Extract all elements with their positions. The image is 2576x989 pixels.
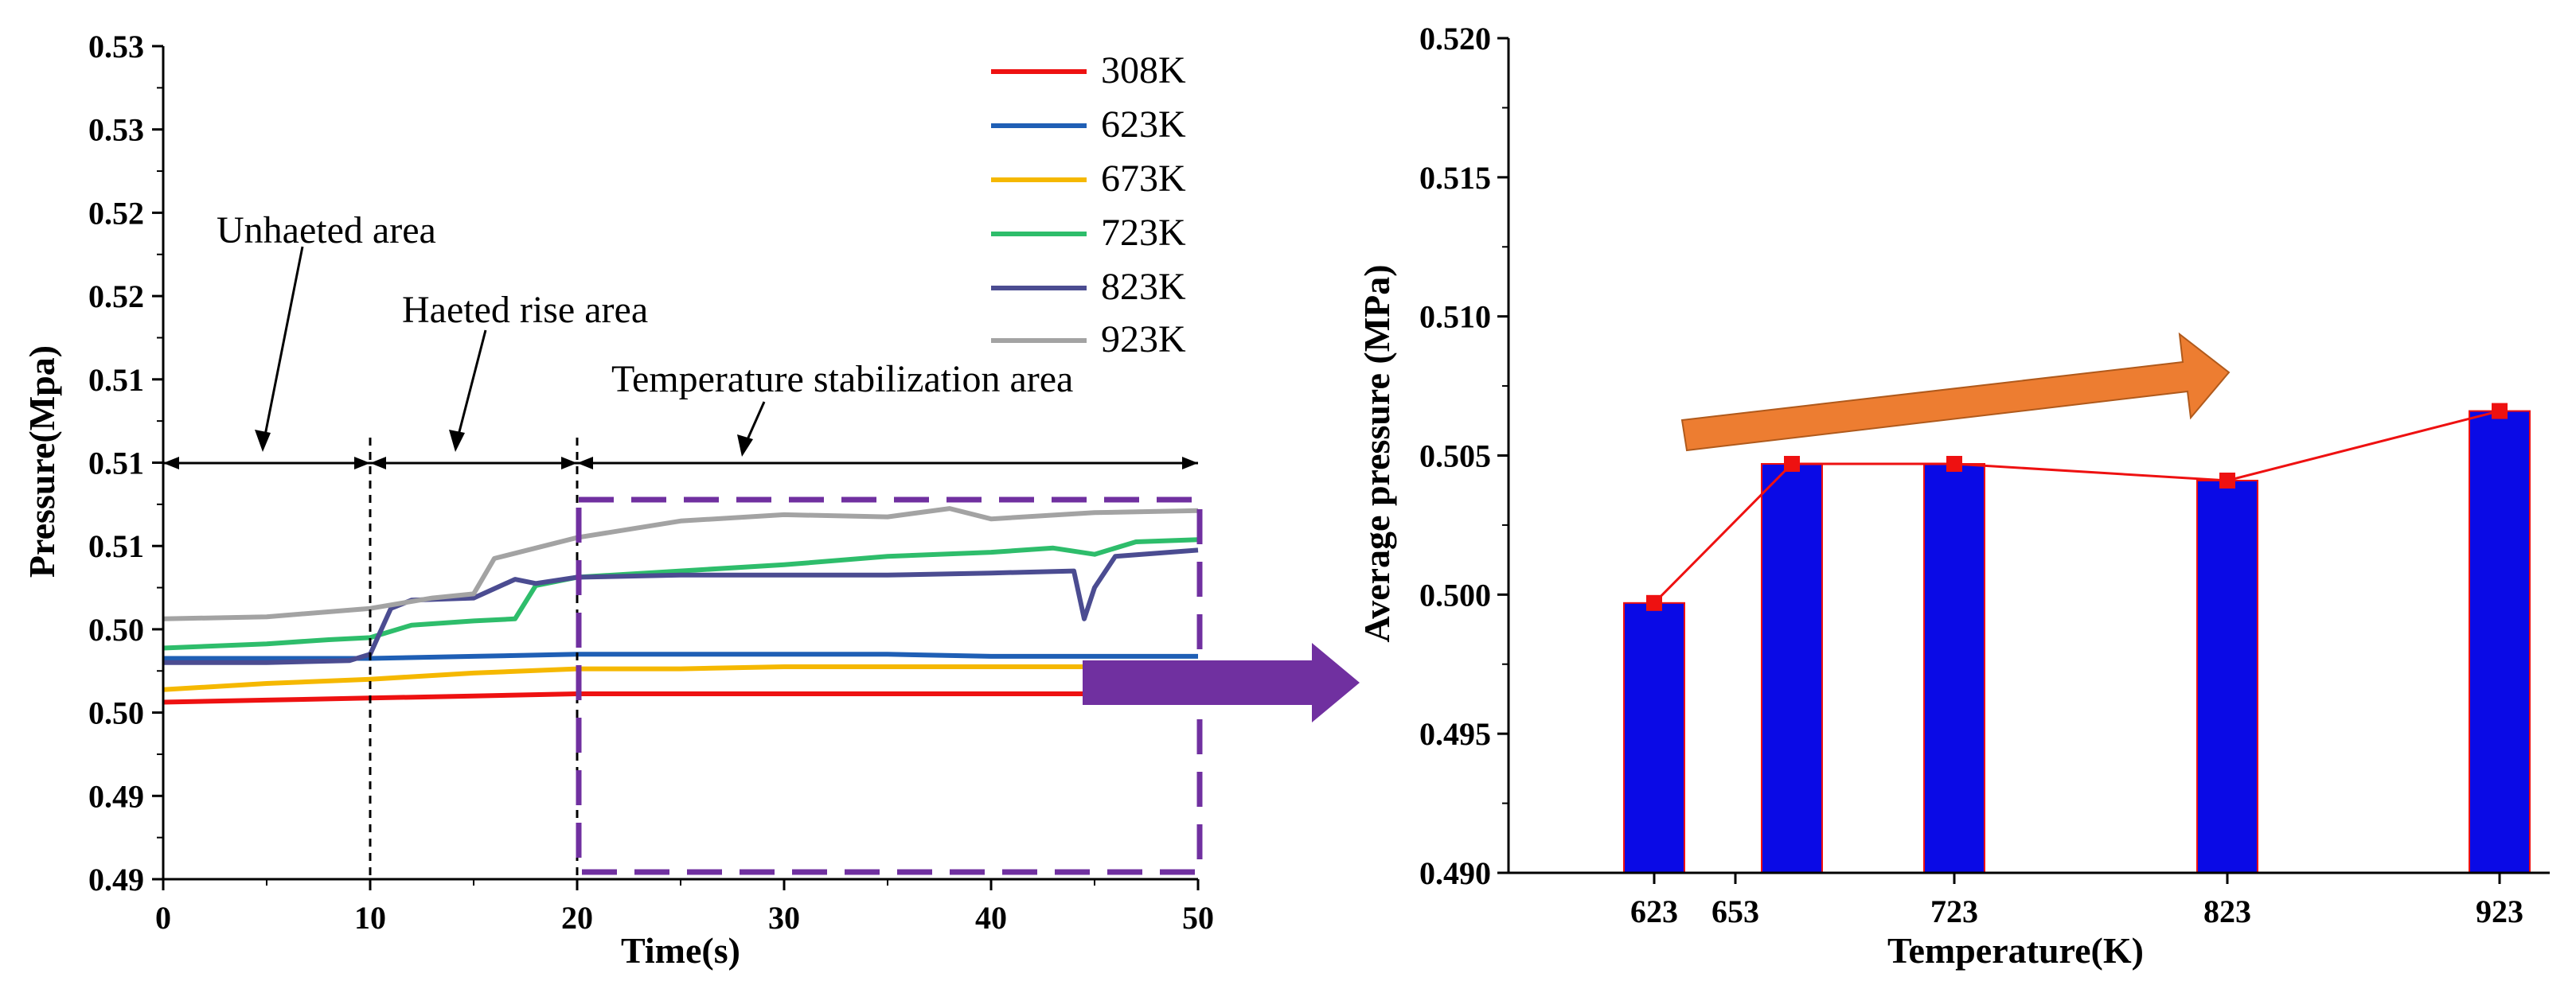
arrowhead-left-b [370,457,386,469]
right-y-tick-label: 0.520 [1419,21,1491,56]
left-x-axis-label: Time(s) [621,930,740,971]
pointer-unheated [261,246,304,448]
annotation-stable: Temperature stabilization area [611,358,1073,400]
left-x-tick-label: 0 [155,900,171,936]
bar-823 [2196,479,2258,874]
left-x-tick-label: 10 [354,900,386,936]
left-x-tick-label: 20 [561,900,593,936]
legend-label-673K: 673K [1101,158,1186,200]
left-y-tick-label: 0.51 [88,528,144,564]
right-x-tick-label: 923 [2476,894,2523,929]
bar-673 [1761,462,1823,874]
pointer-rise-head [449,430,465,452]
series-line-308K [162,691,1198,705]
right-y-ticks: 0.490 0.495 0.500 0.505 0.510 0.515 0.520 [1419,21,1509,891]
right-y-tick-label: 0.500 [1419,577,1491,613]
annotation-unheated: Unhaeted area [217,209,436,251]
left-y-tick-label: 0.50 [88,612,144,648]
right-x-tick-label: 723 [1930,894,1978,929]
left-y-tick-label: 0.53 [88,29,144,64]
series-line-823K [163,547,1199,665]
right-y-tick-label: 0.510 [1419,299,1491,335]
bar-923 [2469,410,2531,874]
arrowhead-right-b [561,457,577,469]
transition-arrow [1083,643,1360,722]
right-x-tick-label: 623 [1630,894,1678,929]
right-x-axis-label: Temperature(K) [1887,930,2144,971]
right-y-axis-label: Average pressure (MPa) [1356,264,1397,642]
annotation-rise: Haeted rise area [402,289,648,331]
left-x-tick-label: 50 [1182,900,1214,936]
trend-arrow [1680,332,2231,452]
right-x-tick-label: 823 [2203,894,2251,929]
legend-label-923K: 923K [1101,318,1186,360]
left-y-ticks: 0.49 0.49 0.50 0.50 0.51 0.51 0.51 0.52 0.52 0.53… [88,29,163,897]
arrowhead-right-a [354,457,370,469]
legend-label-723K: 723K [1101,212,1186,254]
average-marker-623 [1646,594,1662,611]
left-y-tick-label: 0.49 [88,862,144,897]
arrowhead-right-c [1182,457,1198,469]
average-marker-723 [1946,455,1962,472]
left-y-tick-label: 0.53 [88,112,144,148]
legend-label-308K: 308K [1101,49,1186,92]
arrowhead-left-a [163,457,179,469]
right-y-tick-label: 0.495 [1419,716,1491,752]
right-y-tick-label: 0.490 [1419,855,1491,891]
arrowhead-left-c [577,457,593,469]
line-chart: Unhaeted area Haeted rise area Temperatu… [21,29,1214,971]
series-line-673K [162,664,1198,692]
left-y-tick-label: 0.50 [88,695,144,731]
right-y-tick-label: 0.505 [1419,438,1491,474]
series-line-923K [162,506,1199,621]
right-y-tick-label: 0.515 [1419,160,1491,196]
legend: 308K 623K 673K 723K 823K 923K [991,49,1186,360]
left-x-ticks: 0 10 20 30 40 50 [155,879,1214,936]
average-marker-923 [2492,403,2508,419]
right-x-ticks: 623 653 723 823 923 [1630,873,2523,929]
pointer-unheated-head [255,430,271,452]
left-series-group [162,506,1199,705]
average-marker-673 [1784,455,1800,472]
left-y-tick-label: 0.49 [88,778,144,814]
left-x-tick-label: 40 [975,900,1007,936]
legend-label-623K: 623K [1101,103,1186,146]
average-marker-823 [2219,472,2235,489]
left-y-tick-label: 0.51 [88,446,144,481]
series-line-723K [162,537,1199,651]
left-y-tick-label: 0.52 [88,278,144,314]
pointer-stable-head [737,434,753,457]
bar-723 [1923,462,1985,874]
bar-623 [1623,602,1685,874]
left-x-tick-label: 30 [768,900,800,936]
right-bars [1623,410,2531,874]
right-x-tick-label: 653 [1711,894,1759,929]
left-y-tick-label: 0.52 [88,195,144,231]
left-y-axis-label: Pressure(Mpa) [21,345,62,578]
series-line-623K [163,652,1198,661]
left-y-tick-label: 0.51 [88,362,144,398]
right-connector-line [1646,403,2508,611]
pointer-rise [454,329,487,448]
legend-label-823K: 823K [1101,266,1186,308]
